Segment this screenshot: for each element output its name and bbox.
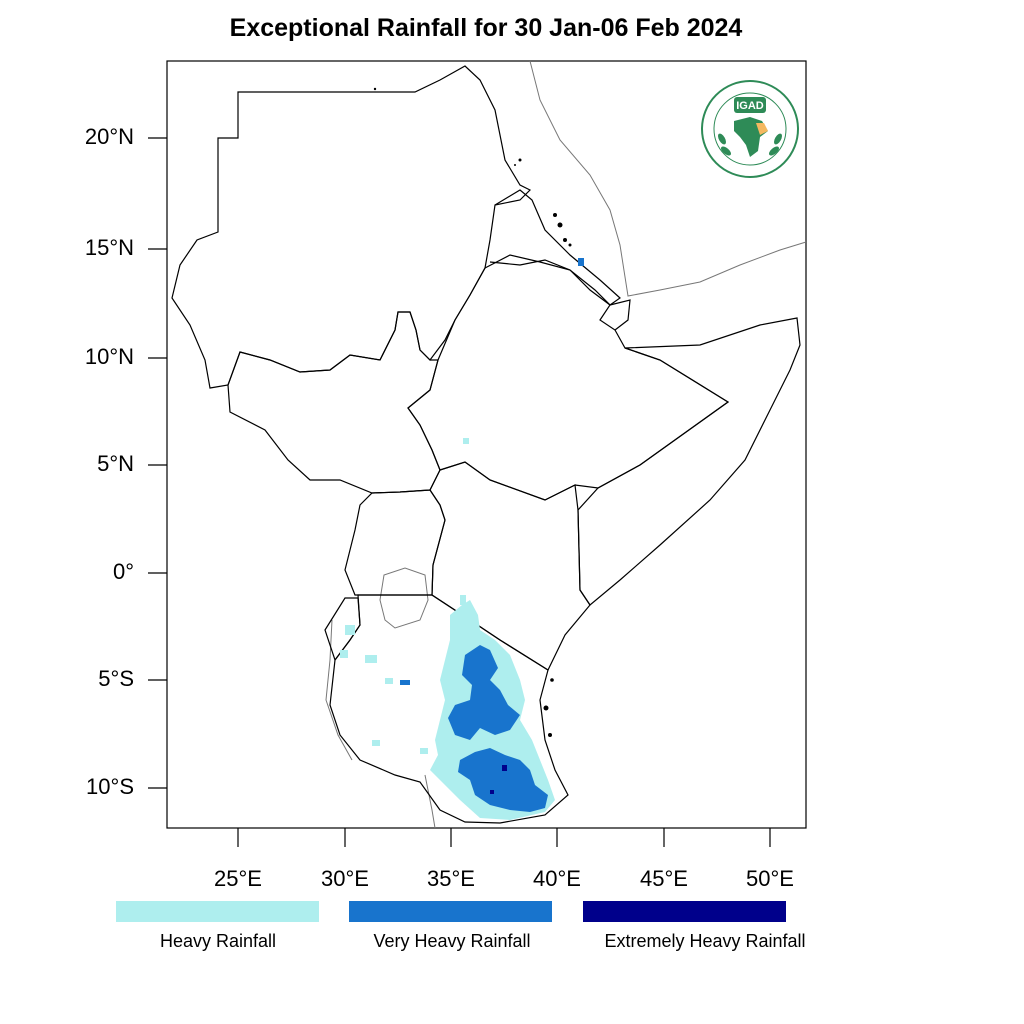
lat-tick-label: 0° <box>112 559 134 584</box>
red-sea-islands <box>373 87 572 737</box>
lat-tick-label: 15°N <box>84 235 134 260</box>
heavy-rainfall-cell <box>365 655 377 663</box>
very-heavy-rainfall-area <box>448 645 520 740</box>
heavy-rainfall-cell <box>372 740 380 746</box>
heavy-rainfall-cell <box>385 678 393 684</box>
legend-swatch-heavy <box>116 901 319 922</box>
extremely-heavy-rainfall-cell <box>502 765 507 771</box>
country-borders <box>171 65 801 824</box>
lon-tick-label: 45°E <box>640 866 688 891</box>
lon-tick-label: 50°E <box>746 866 794 891</box>
igad-logo: IGAD <box>700 79 800 179</box>
heavy-rainfall-cell <box>463 438 469 444</box>
rainfall-cells <box>340 258 584 820</box>
heavy-rainfall-cell <box>420 748 428 754</box>
legend-label-very-heavy: Very Heavy Rainfall <box>373 931 531 951</box>
heavy-rainfall-cell <box>460 595 466 605</box>
lon-tick-label: 30°E <box>321 866 369 891</box>
heavy-rainfall-cell <box>345 625 355 635</box>
lon-tick-label: 40°E <box>533 866 581 891</box>
logo-text: IGAD <box>736 100 764 112</box>
map-title: Exceptional Rainfall for 30 Jan-06 Feb 2… <box>229 14 743 42</box>
heavy-rainfall-cell <box>340 650 348 658</box>
lat-tick-label: 10°S <box>86 774 134 799</box>
legend-swatch-extremely-heavy <box>583 901 786 922</box>
lon-tick-label: 35°E <box>427 866 475 891</box>
legend-swatch-very-heavy <box>349 901 552 922</box>
very-heavy-rainfall-cell <box>400 680 410 685</box>
lat-tick-label: 10°N <box>84 344 134 369</box>
map-frame <box>166 60 807 829</box>
lat-tick-marks <box>148 137 167 789</box>
very-heavy-rainfall-area <box>458 748 548 812</box>
very-heavy-rainfall-cell <box>578 258 584 266</box>
lon-tick-label: 25°E <box>214 866 262 891</box>
extremely-heavy-rainfall-cell <box>490 790 494 794</box>
legend-label-heavy: Heavy Rainfall <box>159 931 277 951</box>
lon-tick-marks <box>237 828 771 847</box>
lat-tick-label: 20°N <box>84 124 134 149</box>
lat-tick-label: 5°S <box>98 666 134 691</box>
legend-label-extremely-heavy: Extremely Heavy Rainfall <box>604 931 806 951</box>
lat-tick-label: 5°N <box>97 451 134 476</box>
